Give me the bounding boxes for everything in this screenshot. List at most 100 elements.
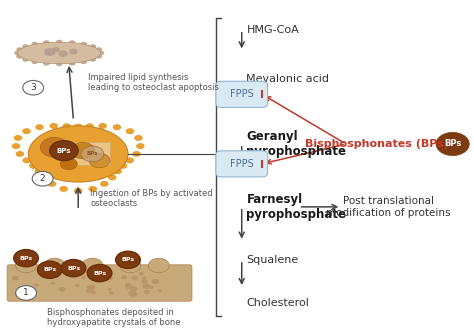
- Circle shape: [16, 54, 23, 59]
- Circle shape: [87, 264, 112, 282]
- Text: BPs: BPs: [43, 267, 56, 272]
- Circle shape: [81, 146, 104, 162]
- Circle shape: [31, 42, 38, 46]
- Text: BPs: BPs: [87, 151, 98, 157]
- Circle shape: [89, 186, 97, 192]
- Circle shape: [63, 123, 71, 129]
- Circle shape: [81, 42, 87, 46]
- Circle shape: [59, 186, 68, 192]
- Circle shape: [48, 181, 56, 187]
- Circle shape: [22, 128, 31, 134]
- Circle shape: [96, 47, 102, 52]
- FancyBboxPatch shape: [7, 265, 192, 301]
- Text: BPs: BPs: [444, 139, 461, 149]
- Text: Geranyl
pyrophosphate: Geranyl pyrophosphate: [246, 130, 346, 158]
- Text: 3: 3: [30, 83, 36, 92]
- Circle shape: [14, 51, 21, 55]
- Circle shape: [16, 47, 23, 52]
- Text: BPs: BPs: [19, 256, 33, 261]
- Circle shape: [43, 40, 50, 45]
- Circle shape: [134, 135, 143, 141]
- Circle shape: [34, 284, 39, 287]
- Circle shape: [113, 168, 122, 174]
- Circle shape: [75, 284, 80, 287]
- Circle shape: [22, 44, 29, 49]
- Circle shape: [125, 283, 132, 289]
- Circle shape: [15, 292, 22, 297]
- Circle shape: [43, 61, 50, 66]
- Circle shape: [90, 290, 96, 295]
- Circle shape: [100, 181, 109, 187]
- Circle shape: [108, 288, 111, 291]
- Circle shape: [113, 124, 121, 130]
- Circle shape: [158, 289, 162, 292]
- Circle shape: [121, 275, 127, 279]
- Text: FPPS: FPPS: [230, 159, 254, 169]
- Text: Post translational
modification of proteins: Post translational modification of prote…: [327, 196, 451, 218]
- Circle shape: [56, 40, 63, 44]
- Text: Mevalonic acid: Mevalonic acid: [246, 74, 329, 84]
- Circle shape: [142, 283, 150, 289]
- Circle shape: [74, 124, 82, 130]
- Circle shape: [109, 292, 113, 295]
- Circle shape: [87, 285, 95, 291]
- Text: BPs: BPs: [93, 270, 106, 276]
- Circle shape: [82, 258, 103, 273]
- Circle shape: [59, 287, 66, 292]
- Circle shape: [132, 276, 137, 280]
- Circle shape: [126, 128, 134, 134]
- Circle shape: [136, 143, 145, 149]
- Ellipse shape: [28, 126, 128, 182]
- Text: Squalene: Squalene: [246, 255, 299, 265]
- Circle shape: [128, 291, 133, 295]
- Circle shape: [142, 279, 148, 284]
- Circle shape: [49, 123, 58, 129]
- Text: Bisphosphonates deposited in
hydroxyapatite crystals of bone: Bisphosphonates deposited in hydroxyapat…: [47, 308, 181, 327]
- Circle shape: [99, 123, 107, 129]
- Ellipse shape: [18, 42, 100, 64]
- Circle shape: [129, 291, 137, 297]
- Circle shape: [69, 49, 78, 55]
- Circle shape: [16, 151, 24, 157]
- Circle shape: [61, 260, 86, 277]
- Text: BPs: BPs: [57, 148, 71, 154]
- Text: BPs: BPs: [121, 257, 135, 262]
- Circle shape: [148, 258, 169, 273]
- Circle shape: [22, 57, 29, 62]
- Circle shape: [35, 124, 44, 130]
- Circle shape: [69, 61, 75, 66]
- Circle shape: [44, 48, 55, 56]
- Circle shape: [40, 174, 48, 180]
- Circle shape: [98, 51, 104, 55]
- Circle shape: [60, 158, 77, 170]
- Circle shape: [58, 50, 68, 57]
- Circle shape: [138, 272, 144, 276]
- Circle shape: [31, 60, 38, 64]
- Circle shape: [436, 132, 469, 156]
- Text: Cholesterol: Cholesterol: [246, 298, 310, 308]
- Circle shape: [12, 143, 20, 149]
- Circle shape: [81, 60, 87, 64]
- Circle shape: [90, 44, 96, 49]
- Circle shape: [22, 158, 31, 164]
- Circle shape: [116, 251, 140, 268]
- Circle shape: [52, 47, 60, 52]
- Circle shape: [149, 285, 154, 289]
- Circle shape: [37, 261, 62, 278]
- Circle shape: [40, 137, 69, 157]
- FancyBboxPatch shape: [216, 81, 267, 107]
- Text: BPs: BPs: [67, 265, 80, 271]
- Circle shape: [126, 158, 134, 164]
- Text: Farnesyl
pyrophosphate: Farnesyl pyrophosphate: [246, 193, 346, 221]
- Circle shape: [14, 135, 22, 141]
- Circle shape: [32, 171, 53, 186]
- Circle shape: [23, 80, 44, 95]
- Text: Ingestion of BPs by activated
osteoclasts: Ingestion of BPs by activated osteoclast…: [90, 189, 213, 208]
- Circle shape: [44, 258, 65, 273]
- Circle shape: [106, 276, 113, 280]
- Circle shape: [12, 276, 19, 280]
- Circle shape: [18, 290, 25, 295]
- Circle shape: [119, 163, 128, 169]
- Circle shape: [89, 153, 110, 168]
- Circle shape: [16, 258, 36, 273]
